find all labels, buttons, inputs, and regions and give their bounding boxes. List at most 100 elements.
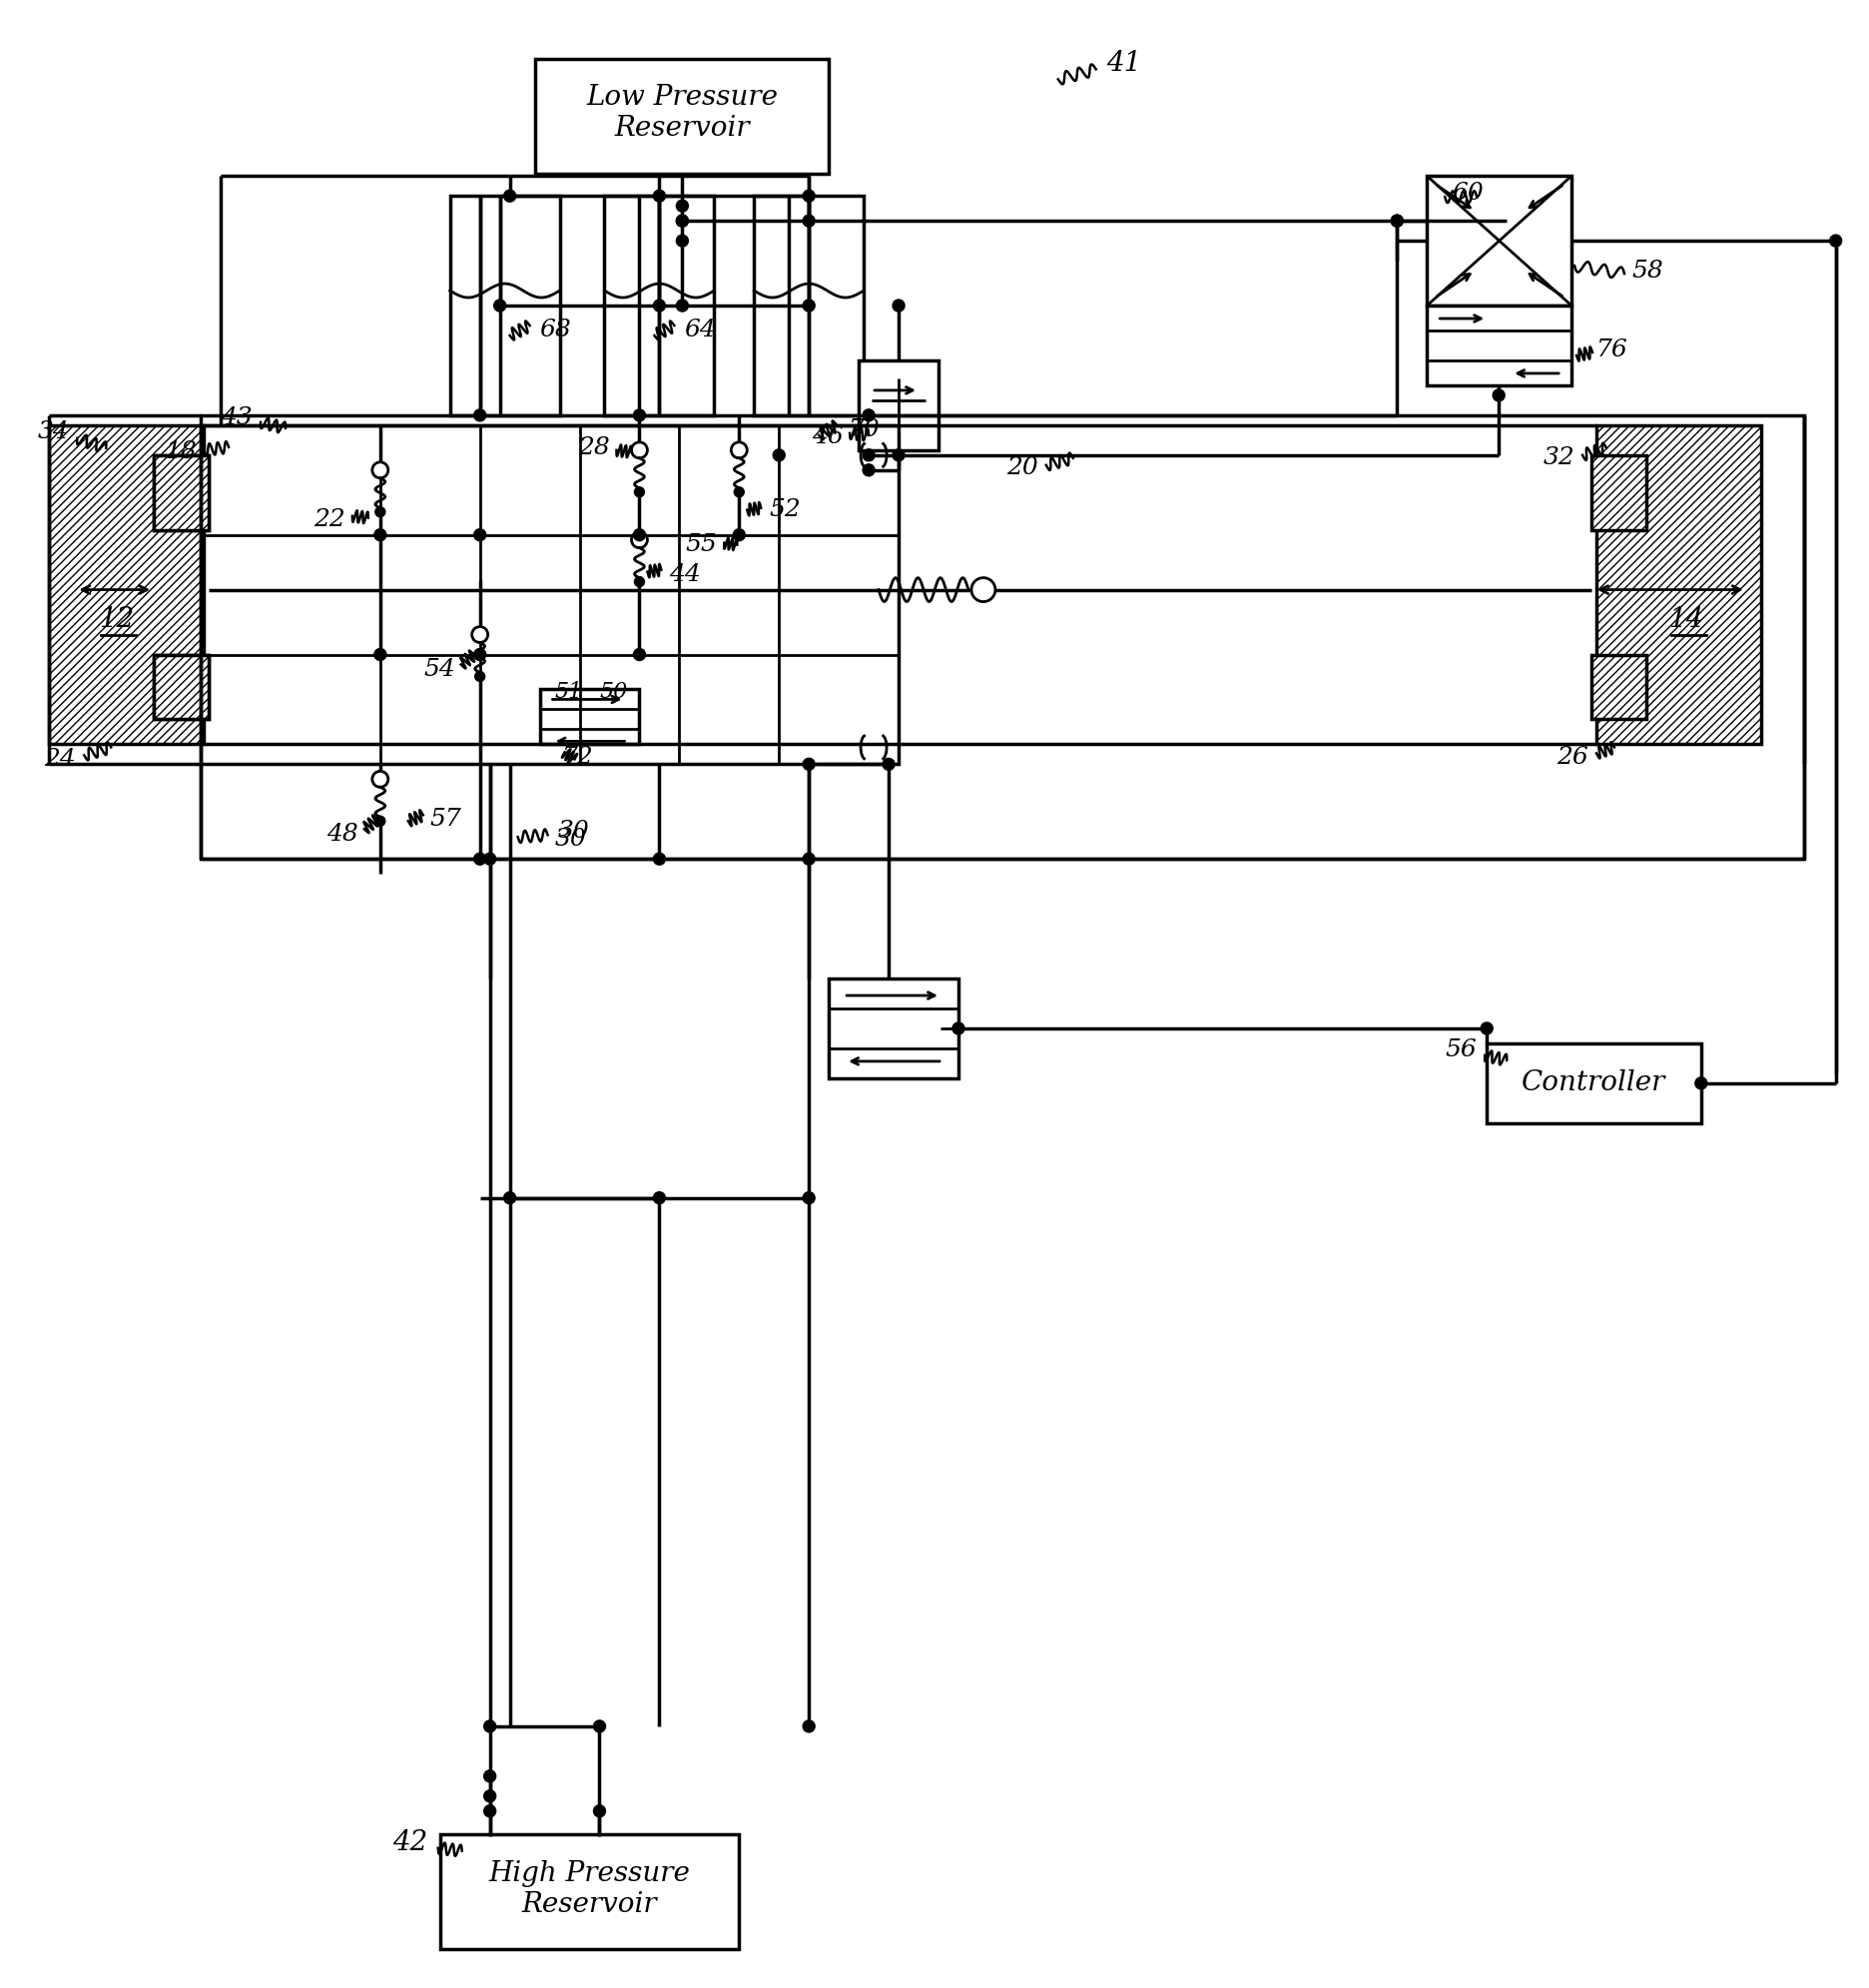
Circle shape — [505, 1193, 516, 1205]
Circle shape — [677, 300, 688, 312]
Circle shape — [1391, 215, 1404, 227]
Circle shape — [654, 300, 665, 312]
Circle shape — [632, 533, 647, 549]
Circle shape — [634, 577, 645, 586]
Circle shape — [677, 215, 688, 227]
Bar — [1426, 177, 1572, 306]
Bar — [153, 654, 209, 720]
Circle shape — [654, 1193, 665, 1205]
Text: 44: 44 — [669, 563, 701, 586]
Text: 56: 56 — [1445, 1040, 1477, 1062]
Text: 28: 28 — [578, 437, 609, 459]
Circle shape — [374, 648, 387, 660]
Text: 41: 41 — [1106, 50, 1142, 78]
Text: 51: 51 — [555, 682, 583, 704]
Circle shape — [804, 215, 815, 227]
Text: 72: 72 — [563, 746, 594, 769]
Bar — [604, 197, 714, 415]
Circle shape — [804, 1193, 815, 1205]
Circle shape — [634, 487, 645, 497]
Circle shape — [731, 441, 748, 457]
Text: 48: 48 — [327, 823, 359, 845]
Circle shape — [953, 1022, 964, 1034]
Text: 58: 58 — [1632, 258, 1663, 282]
Text: 68: 68 — [540, 318, 572, 342]
Text: 43: 43 — [221, 408, 252, 429]
Text: 14: 14 — [1669, 606, 1705, 632]
Circle shape — [372, 461, 389, 477]
Circle shape — [475, 672, 484, 682]
Bar — [753, 197, 863, 415]
Circle shape — [484, 1789, 495, 1801]
Bar — [1426, 306, 1572, 386]
Circle shape — [634, 529, 645, 541]
Text: 42: 42 — [392, 1829, 428, 1857]
Text: 64: 64 — [684, 318, 716, 342]
Text: 55: 55 — [686, 533, 718, 557]
Bar — [153, 654, 209, 720]
Circle shape — [484, 1769, 495, 1781]
Circle shape — [677, 235, 688, 247]
Circle shape — [372, 771, 389, 787]
Circle shape — [374, 529, 387, 541]
Circle shape — [654, 853, 665, 865]
Text: 70: 70 — [849, 419, 880, 441]
Circle shape — [475, 648, 486, 660]
Text: High Pressure
Reservoir: High Pressure Reservoir — [490, 1859, 690, 1918]
Circle shape — [972, 579, 996, 602]
Circle shape — [484, 853, 495, 865]
Circle shape — [1695, 1077, 1706, 1089]
Circle shape — [376, 507, 385, 517]
Text: 57: 57 — [430, 807, 462, 831]
Text: Low Pressure
Reservoir: Low Pressure Reservoir — [587, 83, 778, 143]
Bar — [49, 425, 204, 744]
Circle shape — [733, 529, 746, 541]
Bar — [1596, 425, 1761, 744]
Circle shape — [632, 441, 647, 457]
Text: 30: 30 — [555, 827, 587, 851]
Circle shape — [804, 853, 815, 865]
Bar — [540, 690, 639, 744]
Circle shape — [505, 191, 516, 203]
Bar — [439, 1835, 738, 1948]
Text: 24: 24 — [45, 747, 77, 771]
Text: 76: 76 — [1596, 338, 1628, 362]
Circle shape — [882, 757, 895, 769]
Circle shape — [594, 1805, 606, 1817]
Circle shape — [475, 853, 486, 865]
Text: 22: 22 — [314, 509, 346, 531]
Text: 50: 50 — [600, 682, 628, 704]
Circle shape — [1480, 1022, 1493, 1034]
Bar — [153, 455, 209, 531]
Circle shape — [1493, 390, 1505, 402]
Text: 46: 46 — [813, 425, 843, 449]
Text: 30: 30 — [557, 819, 589, 843]
Text: 34: 34 — [37, 421, 69, 443]
Bar — [1592, 654, 1647, 720]
Circle shape — [893, 449, 905, 461]
Text: 54: 54 — [422, 658, 454, 682]
Circle shape — [654, 191, 665, 203]
Circle shape — [863, 463, 875, 475]
Text: 32: 32 — [1542, 447, 1574, 469]
Text: 20: 20 — [1007, 457, 1037, 479]
Circle shape — [893, 300, 905, 312]
Text: 60: 60 — [1452, 181, 1484, 205]
Circle shape — [473, 626, 488, 642]
Circle shape — [804, 1720, 815, 1732]
Circle shape — [484, 1720, 495, 1732]
Bar — [828, 978, 959, 1077]
Circle shape — [677, 201, 688, 213]
Text: 12: 12 — [99, 606, 133, 632]
Circle shape — [634, 410, 645, 421]
Circle shape — [774, 449, 785, 461]
Circle shape — [475, 529, 486, 541]
Bar — [450, 197, 559, 415]
Circle shape — [735, 487, 744, 497]
Circle shape — [804, 757, 815, 769]
Text: Controller: Controller — [1521, 1070, 1665, 1097]
Circle shape — [677, 215, 688, 227]
Circle shape — [484, 1805, 495, 1817]
Circle shape — [1830, 235, 1841, 247]
Circle shape — [863, 449, 875, 461]
